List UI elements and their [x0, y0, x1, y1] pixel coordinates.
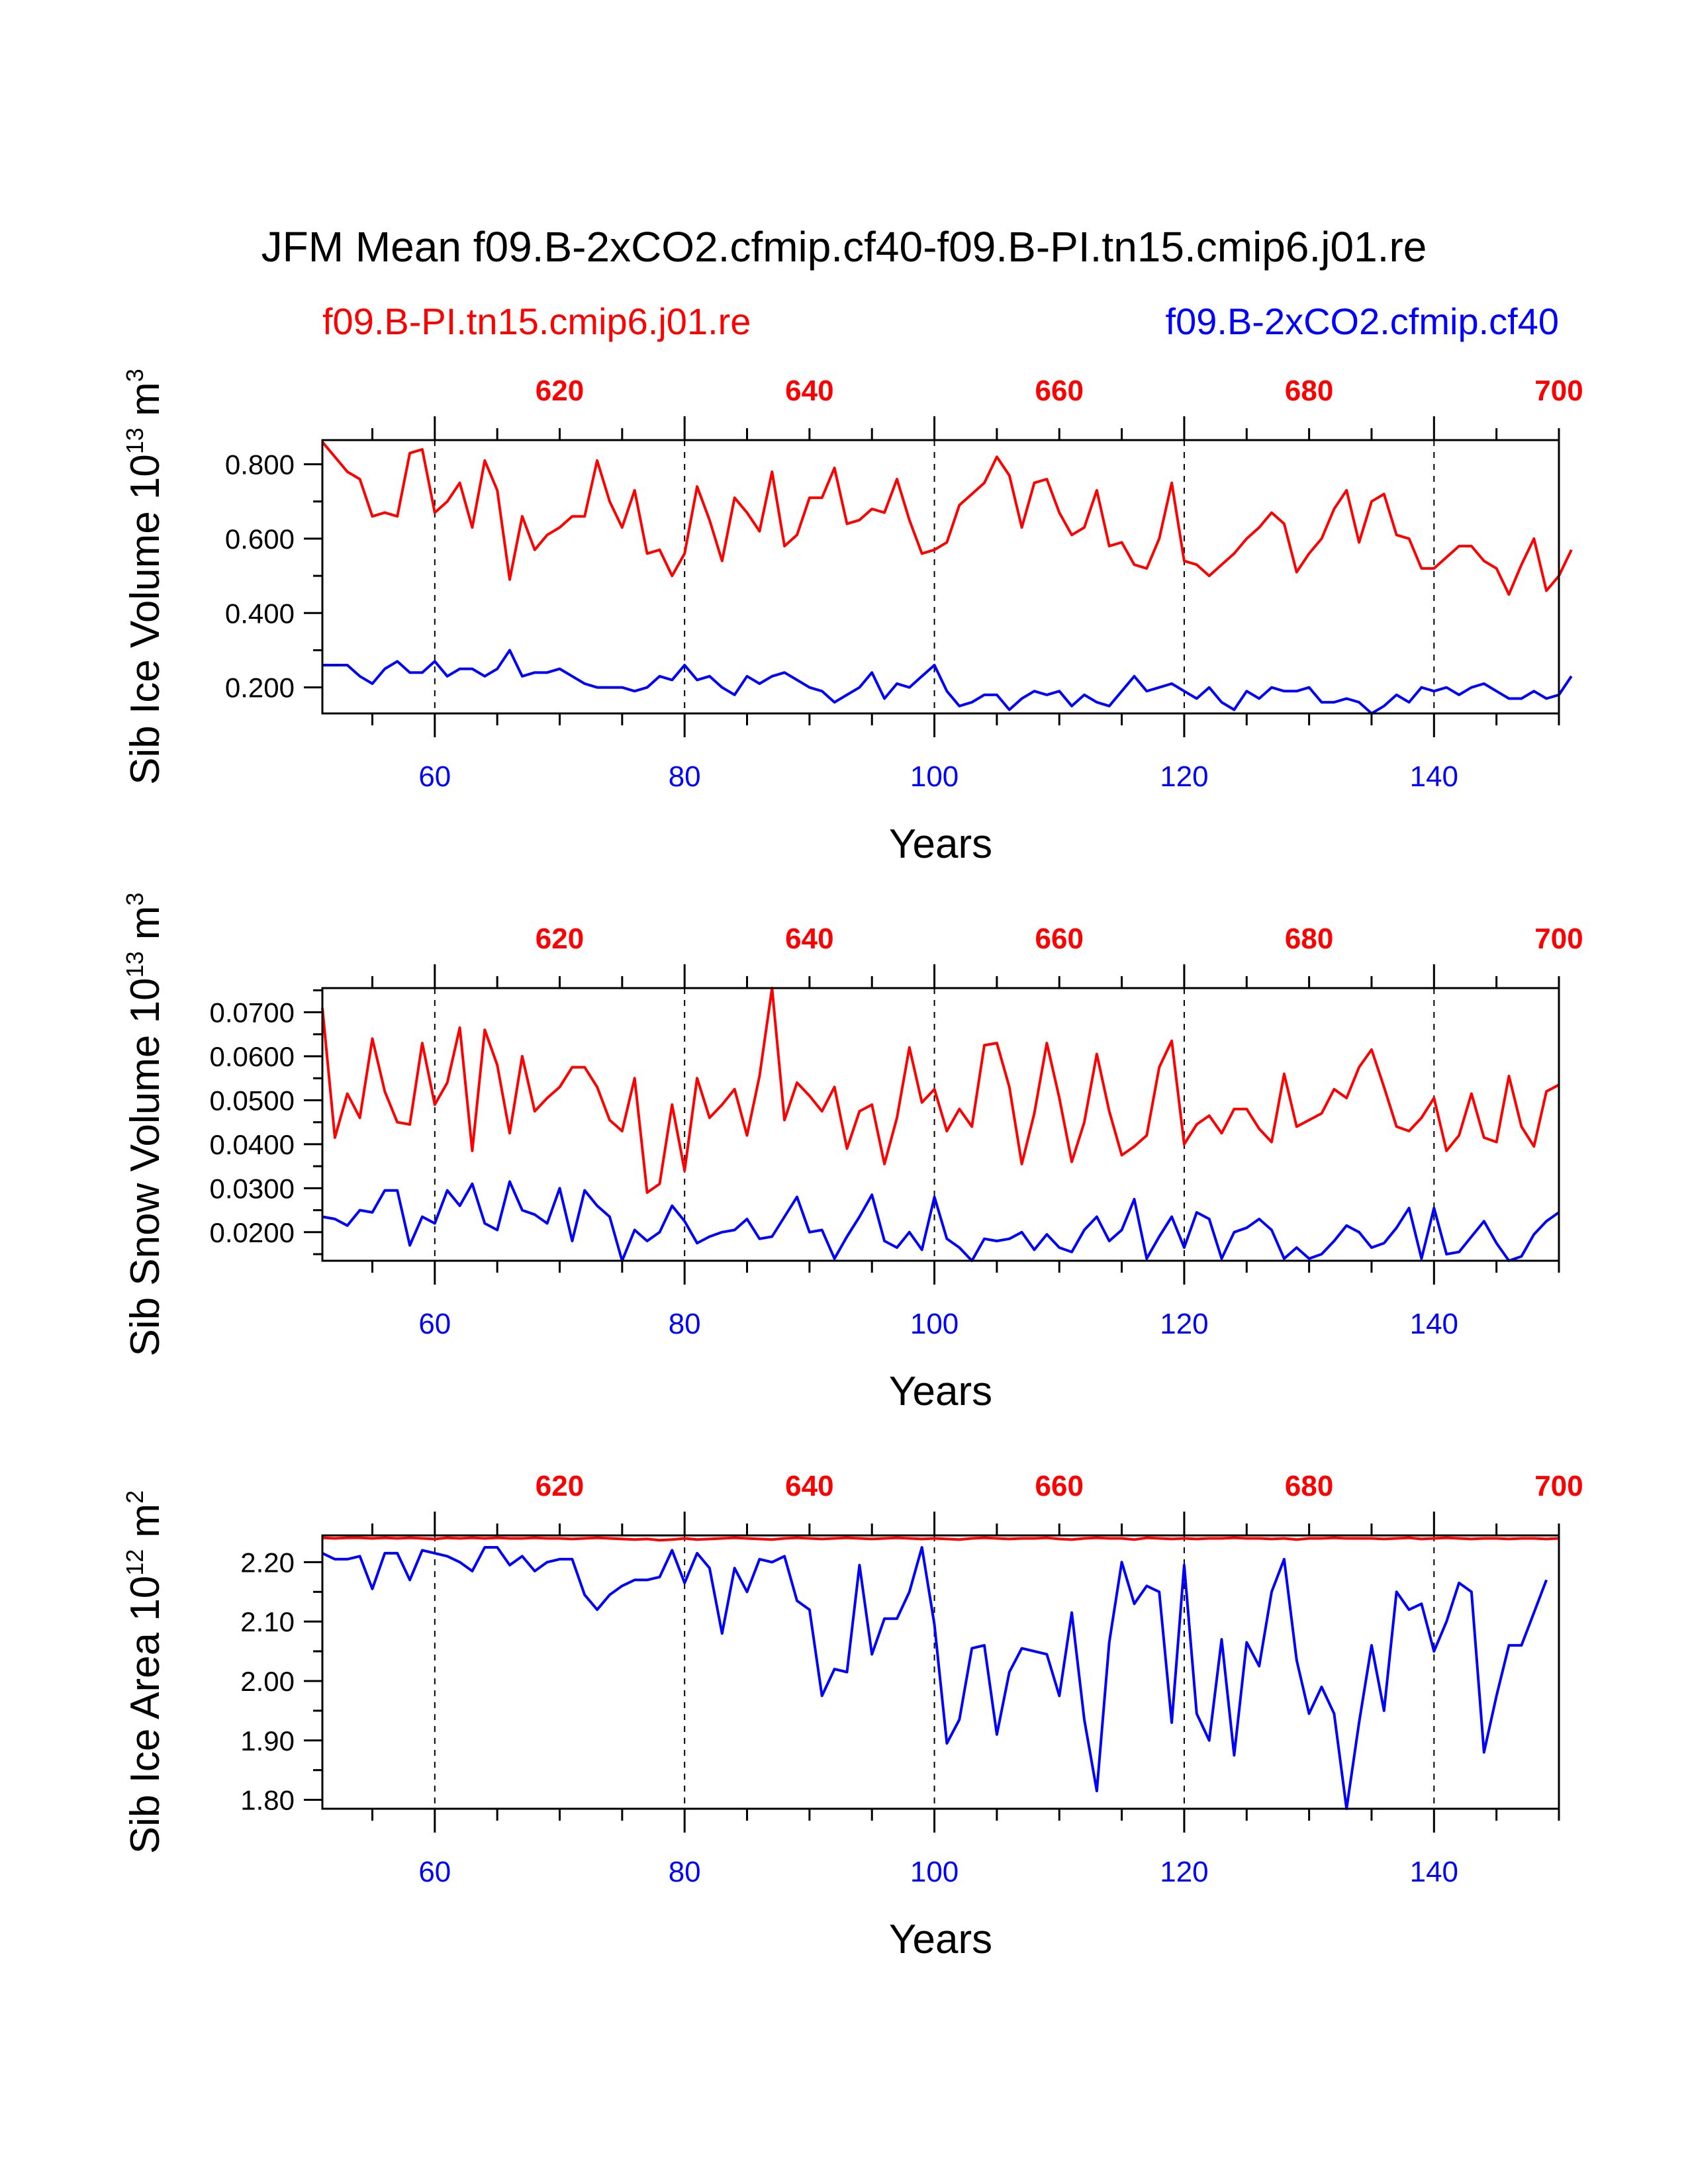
y-tick-label: 0.400 — [225, 598, 295, 629]
x-tick-label-top: 620 — [536, 1470, 584, 1502]
x-tick-label-top: 700 — [1534, 375, 1583, 407]
x-tick-label-top: 680 — [1285, 923, 1333, 955]
x-axis-label: Years — [889, 1917, 992, 1962]
x-tick-label-top: 640 — [785, 1470, 833, 1502]
x-tick-label-top: 660 — [1035, 923, 1084, 955]
y-tick-label: 0.800 — [225, 449, 295, 480]
plot-frame — [321, 1534, 1560, 1810]
x-tick-label-bottom: 60 — [418, 760, 451, 793]
plot-frame — [321, 439, 1560, 715]
y-axis-label: Sib Ice Area 1012 m2 — [121, 1490, 168, 1854]
y-tick-label: 2.20 — [240, 1547, 295, 1578]
x-tick-label-bottom: 100 — [910, 1308, 959, 1340]
x-axis-label: Years — [889, 1369, 992, 1414]
y-tick-label: 0.200 — [225, 672, 295, 704]
panel-sib-snow-volume: 60 80 100 120 140 620 640 660 680 700 0.0200 0.0300… — [121, 892, 1583, 1414]
x-tick-label-bottom: 140 — [1410, 1856, 1458, 1888]
x-tick-label-bottom: 60 — [418, 1308, 451, 1340]
y-tick-label: 2.00 — [240, 1666, 295, 1697]
y-tick-label: 1.90 — [240, 1725, 295, 1756]
panel-sib-ice-volume: 60 80 100 120 140 620 640 660 680 700 0.200 0.400 0.… — [121, 369, 1583, 867]
x-tick-label-bottom: 80 — [669, 1856, 701, 1888]
y-tick-label: 0.0500 — [210, 1085, 295, 1116]
series-line-red — [322, 1536, 1560, 1542]
series-line-red — [321, 441, 1573, 596]
figure-title: JFM Mean f09.B-2xCO2.cfmip.cf40-f09.B-PI… — [261, 223, 1427, 271]
y-tick-label: 0.600 — [225, 523, 295, 555]
legend-blue-label: f09.B-2xCO2.cfmip.cf40 — [1166, 300, 1559, 342]
x-tick-label-bottom: 100 — [910, 1856, 959, 1888]
x-tick-label-bottom: 80 — [669, 1308, 701, 1340]
y-tick-label: 2.10 — [240, 1606, 295, 1637]
x-tick-label-top: 680 — [1285, 375, 1333, 407]
series-line-red — [321, 987, 1560, 1194]
x-tick-label-top: 660 — [1035, 375, 1084, 407]
y-axis-label: Sib Snow Volume 1013 m3 — [121, 892, 168, 1356]
x-axis-label: Years — [889, 821, 992, 867]
x-tick-label-bottom: 120 — [1160, 1856, 1208, 1888]
x-tick-label-bottom: 140 — [1410, 1308, 1458, 1340]
y-tick-label: 0.0400 — [210, 1129, 295, 1160]
x-tick-label-top: 700 — [1534, 923, 1583, 955]
series-line-blue — [322, 1546, 1548, 1810]
y-axis-label: Sib Ice Volume 1013 m3 — [121, 369, 168, 785]
x-tick-label-top: 640 — [785, 923, 833, 955]
series-line-blue — [322, 1180, 1560, 1262]
x-tick-label-top: 700 — [1534, 1470, 1583, 1502]
x-tick-label-top: 640 — [785, 375, 833, 407]
y-tick-label: 0.0200 — [210, 1217, 295, 1248]
x-tick-label-bottom: 140 — [1410, 760, 1458, 793]
x-tick-label-top: 620 — [536, 375, 584, 407]
plot-frame — [321, 987, 1560, 1262]
y-tick-label: 0.0600 — [210, 1041, 295, 1072]
legend-red-label: f09.B-PI.tn15.cmip6.j01.re — [322, 300, 751, 342]
x-tick-label-top: 620 — [536, 923, 584, 955]
panel-sib-ice-area: 60 80 100 120 140 620 640 660 680 700 1.80 1.90 2.00… — [121, 1470, 1583, 1962]
x-tick-label-bottom: 120 — [1160, 760, 1208, 793]
x-tick-label-bottom: 60 — [418, 1856, 451, 1888]
y-tick-label: 0.0300 — [210, 1173, 295, 1204]
series-line-blue — [322, 649, 1573, 715]
x-tick-label-bottom: 120 — [1160, 1308, 1208, 1340]
y-tick-label: 1.80 — [240, 1785, 295, 1816]
x-tick-label-top: 680 — [1285, 1470, 1333, 1502]
y-tick-label: 0.0700 — [210, 997, 295, 1028]
x-tick-label-bottom: 100 — [910, 760, 959, 793]
x-tick-label-top: 660 — [1035, 1470, 1084, 1502]
x-tick-label-bottom: 80 — [669, 760, 701, 793]
